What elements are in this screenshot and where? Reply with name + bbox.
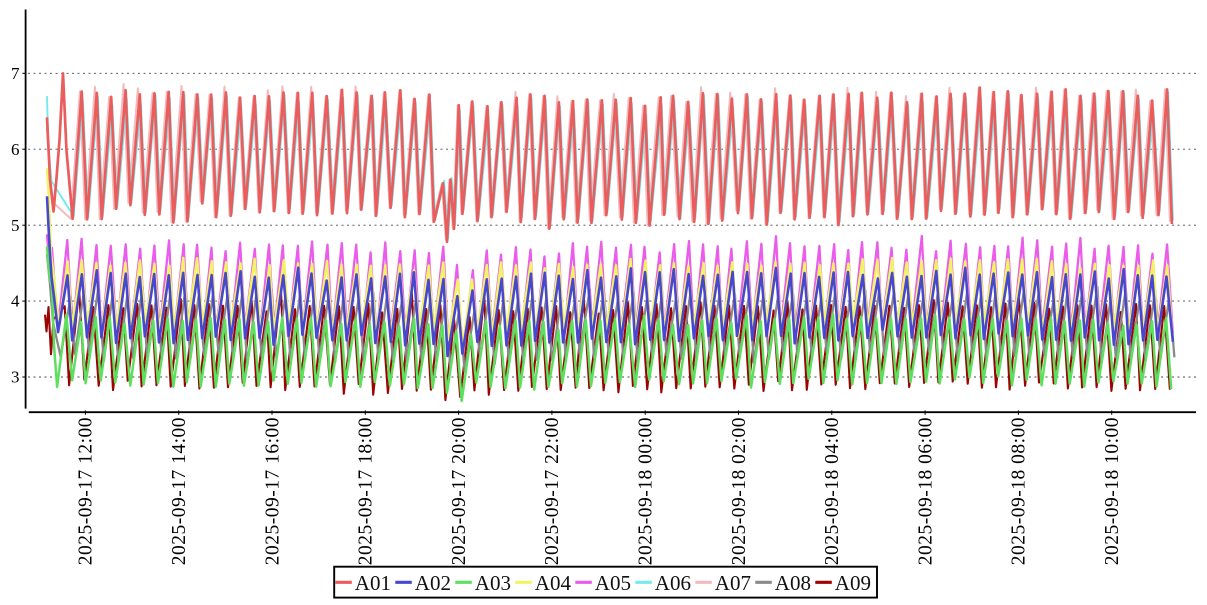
- svg-text:2025-09-17 20:00: 2025-09-17 20:00: [449, 417, 470, 565]
- svg-text:A07: A07: [715, 571, 751, 595]
- svg-text:2025-09-17 22:00: 2025-09-17 22:00: [542, 417, 563, 565]
- svg-text:2025-09-18 00:00: 2025-09-18 00:00: [636, 417, 657, 565]
- svg-text:5: 5: [11, 216, 20, 235]
- svg-text:2025-09-17 12:00: 2025-09-17 12:00: [76, 417, 97, 565]
- svg-text:A08: A08: [775, 571, 811, 595]
- svg-text:3: 3: [11, 368, 20, 387]
- svg-text:2025-09-18 04:00: 2025-09-18 04:00: [822, 417, 843, 565]
- svg-text:A09: A09: [835, 571, 871, 595]
- svg-text:A05: A05: [595, 571, 631, 595]
- svg-text:7: 7: [11, 64, 20, 83]
- svg-text:A03: A03: [475, 571, 511, 595]
- svg-text:A02: A02: [415, 571, 451, 595]
- svg-text:2025-09-18 10:00: 2025-09-18 10:00: [1102, 417, 1123, 565]
- svg-text:A04: A04: [535, 571, 572, 595]
- svg-text:2025-09-17 14:00: 2025-09-17 14:00: [169, 417, 190, 565]
- svg-text:2025-09-18 02:00: 2025-09-18 02:00: [729, 417, 750, 565]
- svg-text:2025-09-18 08:00: 2025-09-18 08:00: [1009, 417, 1030, 565]
- svg-text:6: 6: [11, 140, 20, 159]
- svg-text:2025-09-18 06:00: 2025-09-18 06:00: [915, 417, 936, 565]
- svg-text:A01: A01: [355, 571, 391, 595]
- svg-text:4: 4: [11, 292, 20, 311]
- svg-text:2025-09-17 16:00: 2025-09-17 16:00: [262, 417, 283, 565]
- svg-text:2025-09-17 18:00: 2025-09-17 18:00: [356, 417, 377, 565]
- svg-text:A06: A06: [655, 571, 691, 595]
